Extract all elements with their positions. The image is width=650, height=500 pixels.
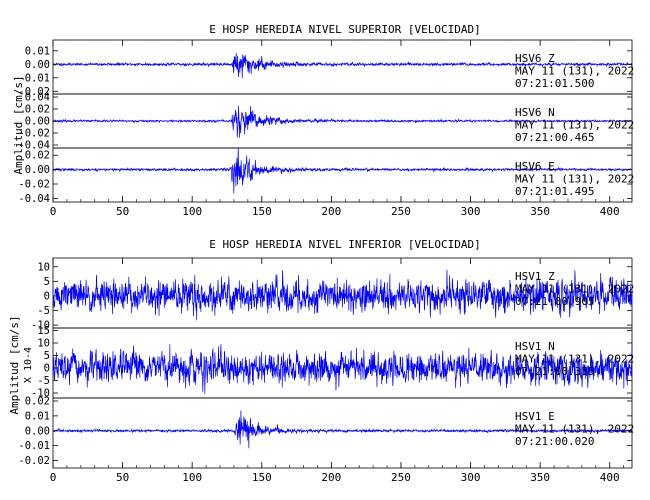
- y-tick-label: 0.04: [25, 92, 50, 104]
- trace-hsv6-n: [52, 105, 633, 138]
- panel-frame: [52, 397, 633, 469]
- y-tick-label: 0.02: [25, 150, 50, 162]
- y-tick-label: -5: [37, 375, 50, 387]
- y-tick-label: -5: [37, 305, 50, 317]
- y-tick-label: 15: [37, 325, 50, 337]
- station-label: HSV6 E: [515, 160, 555, 173]
- x-tick-label: 350: [530, 205, 550, 218]
- x-tick-label: 200: [321, 205, 341, 218]
- y-tick-label: 0.01: [25, 45, 50, 57]
- time-label: 07:21:01.500: [515, 77, 594, 90]
- x-tick-label: 200: [321, 471, 341, 484]
- date-label: MAY 11 (131), 2022: [515, 283, 634, 296]
- x-tick-label: 300: [461, 205, 481, 218]
- x-tick-label: 300: [461, 471, 481, 484]
- y-tick-label: -10: [31, 388, 50, 400]
- y-tick-label: 5: [44, 350, 50, 362]
- y-tick-label: -0.04: [18, 140, 50, 152]
- y-tick-label: 0.02: [25, 104, 50, 116]
- date-label: MAY 11 (131), 2022: [515, 119, 634, 132]
- station-label: HSV1 N: [515, 340, 555, 353]
- y-tick-label: -0.01: [18, 440, 50, 452]
- y-tick-label: 0.00: [25, 59, 50, 71]
- y-tick-label: 0: [44, 290, 50, 302]
- date-label: MAY 11 (131), 2022: [515, 353, 634, 366]
- date-label: MAY 11 (131), 2022: [515, 423, 634, 436]
- date-label: MAY 11 (131), 2022: [515, 173, 634, 186]
- time-label: 07:21:00.465: [515, 131, 594, 144]
- x-tick-label: 100: [182, 471, 202, 484]
- trace-hsv6-z: [52, 52, 633, 79]
- y-tick-label: -0.02: [18, 128, 50, 140]
- trace-hsv1-z: [52, 269, 633, 321]
- y-tick-label: -0.02: [18, 86, 50, 98]
- x-tick-label: 0: [50, 471, 57, 484]
- station-label: HSV1 E: [515, 410, 555, 423]
- x-tick-label: 100: [182, 205, 202, 218]
- x-tick-label: 350: [530, 471, 550, 484]
- ylabel-inferior: Amplitud [cm/s]: [8, 315, 21, 414]
- station-label: HSV1 Z: [515, 270, 555, 283]
- chart-title-superior: E HOSP HEREDIA NIVEL SUPERIOR [VELOCIDAD…: [209, 23, 481, 36]
- panel-frame: [52, 147, 633, 203]
- y-tick-label: 0: [44, 363, 50, 375]
- y-tick-label: 0.02: [25, 395, 50, 407]
- y-tick-label: -0.04: [18, 193, 50, 205]
- station-label: HSV6 Z: [515, 52, 555, 65]
- ylabel-superior: Amplitud [cm/s]: [12, 75, 25, 174]
- x-tick-label: 400: [600, 471, 620, 484]
- y-tick-label: 0.00: [25, 164, 50, 176]
- y-tick-label: -0.02: [18, 455, 50, 467]
- y-tick-label: -10: [31, 320, 50, 332]
- y-tick-label: 0.00: [25, 425, 50, 437]
- trace-hsv1-n: [52, 344, 633, 394]
- x-tick-label: 250: [391, 205, 411, 218]
- ylabel-scale-inferior: X 10-4: [23, 347, 34, 383]
- y-tick-label: 10: [37, 261, 50, 273]
- x-tick-label: 0: [50, 205, 57, 218]
- time-label: 07:21:00.020: [515, 435, 594, 448]
- x-tick-label: 50: [116, 471, 129, 484]
- y-tick-label: 0.01: [25, 410, 50, 422]
- y-tick-label: 10: [37, 338, 50, 350]
- time-label: 07:21:00.905: [515, 295, 594, 308]
- x-tick-label: 250: [391, 471, 411, 484]
- x-tick-label: 50: [116, 205, 129, 218]
- y-tick-label: -0.02: [18, 179, 50, 191]
- date-label: MAY 11 (131), 2022: [515, 65, 634, 78]
- y-tick-label: 5: [44, 276, 50, 288]
- y-tick-label: -0.01: [18, 72, 50, 84]
- x-tick-label: 400: [600, 205, 620, 218]
- time-label: 07:21:01.495: [515, 185, 594, 198]
- x-tick-label: 150: [252, 205, 272, 218]
- chart-title-inferior: E HOSP HEREDIA NIVEL INFERIOR [VELOCIDAD…: [209, 238, 481, 251]
- time-label: 07:21:00.355: [515, 365, 594, 378]
- trace-hsv6-e: [52, 147, 633, 194]
- trace-hsv1-e: [52, 410, 633, 449]
- x-tick-label: 150: [252, 471, 272, 484]
- y-tick-label: 0.00: [25, 116, 50, 128]
- station-label: HSV6 N: [515, 106, 555, 119]
